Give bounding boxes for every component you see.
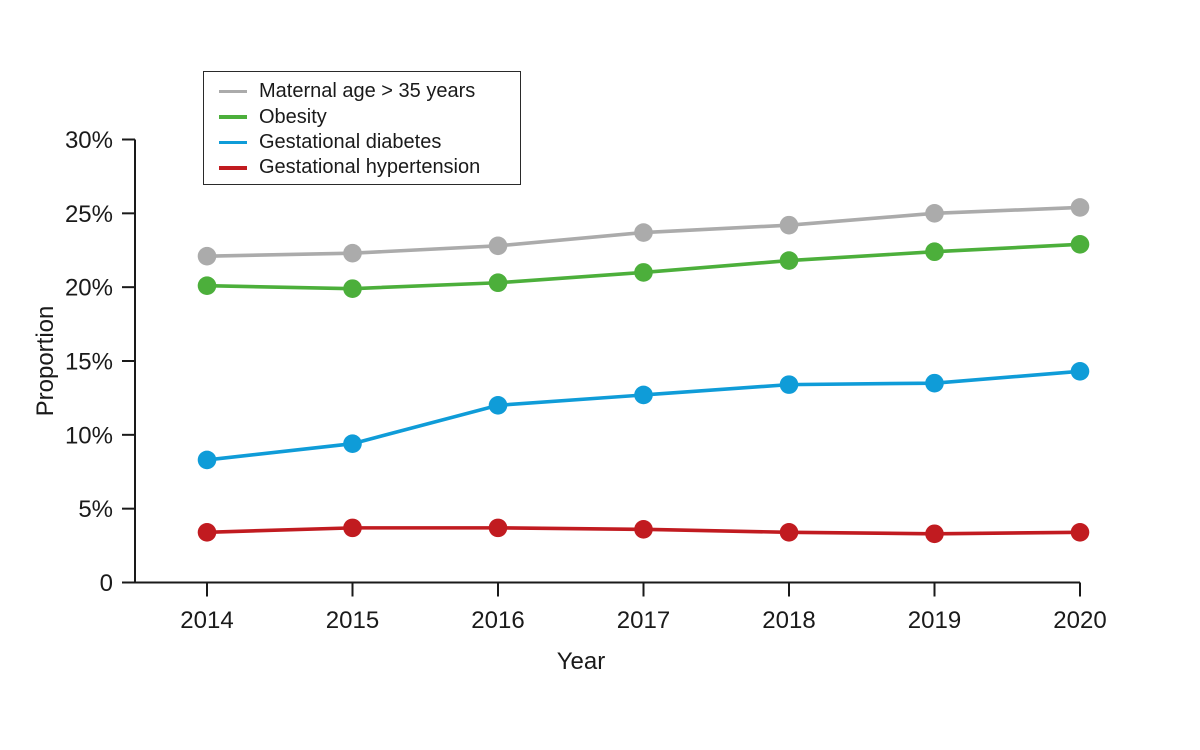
legend-line-sample-blue (219, 140, 247, 145)
data-point (197, 450, 217, 470)
y-tick-label: 15% (65, 349, 113, 376)
data-point (925, 242, 944, 262)
x-tick-label: 2020 (1053, 607, 1106, 634)
x-axis-title: Year (556, 648, 606, 675)
data-point (925, 524, 944, 544)
data-point (343, 279, 362, 298)
x-tick-label: 2019 (908, 607, 961, 634)
legend-line-sample-red (219, 166, 247, 170)
y-tick-label: 5% (78, 496, 113, 523)
data-point (634, 520, 653, 539)
data-point (197, 522, 217, 542)
data-point (779, 215, 799, 235)
y-axis-title: Proportion (32, 305, 59, 417)
legend-item-gestational-diabetes: Gestational diabetes (219, 130, 520, 155)
data-point (488, 273, 508, 293)
data-point (197, 246, 217, 266)
legend-item-maternal-age: Maternal age > 35 years (219, 79, 520, 104)
y-tick-label: 10% (65, 422, 113, 449)
legend-item-obesity: Obesity (219, 104, 520, 129)
data-point (197, 276, 217, 295)
legend-line-sample-green (219, 115, 247, 119)
data-point (343, 243, 362, 263)
legend-label: Maternal age > 35 years (259, 80, 476, 103)
y-tick-label: 30% (65, 127, 113, 154)
data-point (488, 518, 508, 538)
legend-item-gestational-hypertension: Gestational hypertension (219, 155, 520, 180)
chart-legend: Maternal age > 35 years Obesity Gestatio… (203, 71, 521, 185)
legend-line-sample-gray (219, 89, 247, 94)
series-line (206, 369, 1081, 462)
data-point (634, 385, 653, 405)
data-point (779, 251, 799, 270)
y-tick-label: 0 (100, 570, 113, 597)
y-tick-label: 25% (65, 201, 113, 228)
data-point (1070, 522, 1090, 542)
data-point (925, 204, 944, 223)
legend-label: Gestational diabetes (259, 130, 442, 153)
data-point (634, 263, 653, 282)
data-point (343, 434, 362, 453)
x-tick-label: 2014 (180, 607, 233, 634)
data-point (779, 375, 799, 394)
data-point (634, 223, 653, 242)
x-tick-label: 2018 (762, 607, 815, 634)
data-point (779, 522, 799, 542)
y-tick-label: 20% (65, 275, 113, 302)
x-tick-label: 2016 (471, 607, 524, 634)
data-point (343, 518, 362, 538)
x-tick-label: 2015 (326, 607, 379, 634)
data-point (1070, 235, 1090, 254)
data-point (1070, 198, 1090, 217)
data-point (488, 396, 508, 415)
data-point (925, 373, 944, 393)
legend-label: Obesity (259, 105, 327, 128)
x-tick-label: 2017 (617, 607, 670, 634)
data-point (1070, 362, 1090, 381)
data-point (488, 236, 508, 256)
legend-label: Gestational hypertension (259, 156, 481, 179)
